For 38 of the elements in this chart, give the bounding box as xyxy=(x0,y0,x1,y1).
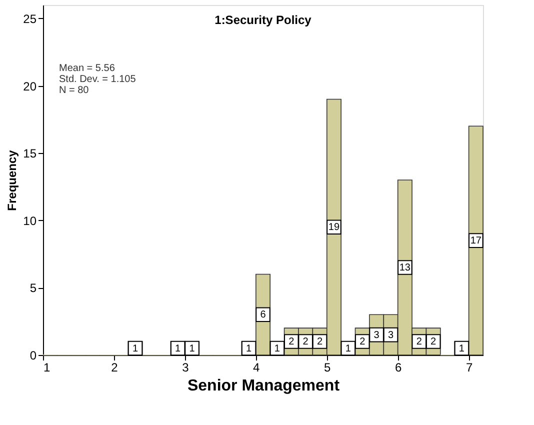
x-tick-label: 5 xyxy=(324,360,332,374)
y-tick-label: 15 xyxy=(23,146,37,161)
data-label: 1 xyxy=(189,343,196,354)
x-tick-label: 3 xyxy=(182,360,190,374)
data-label: 1 xyxy=(132,343,138,354)
text: 1:Security Policy xyxy=(214,13,312,27)
data-label: 1 xyxy=(274,343,280,354)
x-tick-label: 6 xyxy=(394,360,402,374)
data-label: 2 xyxy=(416,336,422,348)
x-tick-label: 7 xyxy=(466,360,473,374)
x-axis-title: Senior Management xyxy=(187,378,340,394)
data-label: 17 xyxy=(470,236,482,247)
annotation: N = 80 xyxy=(59,85,90,96)
data-label: 1 xyxy=(458,343,465,354)
data-label: 13 xyxy=(399,262,411,274)
data-label: 1 xyxy=(246,343,252,354)
data-label: 3 xyxy=(374,330,380,341)
data-label: 2 xyxy=(302,336,309,348)
y-axis-title: Frequency xyxy=(5,150,20,211)
x-tick-label: 4 xyxy=(253,360,260,374)
data-label: 2 xyxy=(360,336,366,348)
y-tick-label: 5 xyxy=(30,281,37,296)
y-tick-label: 10 xyxy=(23,214,37,228)
data-label: 1 xyxy=(345,343,352,354)
data-label: 2 xyxy=(288,336,295,348)
annotation: Std. Dev. = 1.105 xyxy=(59,74,136,85)
data-label: 2 xyxy=(316,336,323,348)
x-tick-label: 2 xyxy=(111,360,118,374)
data-label: 1 xyxy=(175,343,182,354)
data-label: 2 xyxy=(430,336,437,348)
x-tick-label: 1 xyxy=(44,360,50,374)
y-tick-label: 0 xyxy=(30,348,37,362)
y-tick-label: 25 xyxy=(23,12,37,26)
data-label: 3 xyxy=(388,330,394,341)
data-label: 6 xyxy=(260,310,266,321)
data-label: 19 xyxy=(328,222,340,234)
y-tick-label: 20 xyxy=(23,79,37,94)
annotation: Mean = 5.56 xyxy=(59,63,116,74)
